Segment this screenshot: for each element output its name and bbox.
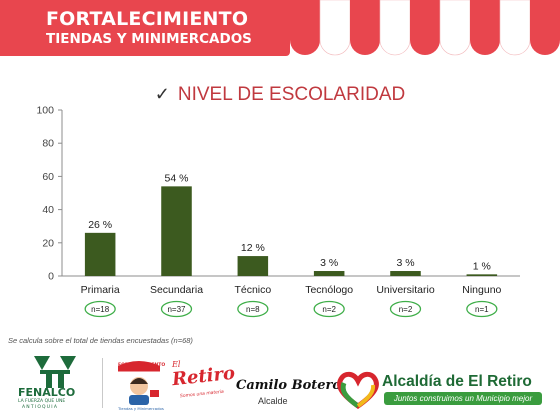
awning-stripe <box>470 0 500 55</box>
footnote: Se calcula sobre el total de tiendas enc… <box>8 336 193 345</box>
y-tick-label: 20 <box>42 237 54 249</box>
shopkeeper-icon <box>118 361 160 405</box>
bar <box>390 271 421 276</box>
fenalco-tagline: LA FUERZA QUE UNE <box>18 399 66 404</box>
checkmark-icon: ✓ <box>154 84 170 104</box>
data-label: 3 % <box>396 257 414 269</box>
chart-title-text: NIVEL DE ESCOLARIDAD <box>177 84 406 105</box>
bar <box>161 186 192 276</box>
alcaldia-name: Alcaldía de El Retiro <box>382 373 532 390</box>
count-label: n=37 <box>167 305 186 314</box>
y-tick-label: 80 <box>42 138 54 150</box>
bar-chart: 0 20 40 60 80 100 26 % 54 % 12 % 3 % 3 % 1 % Prima… <box>36 105 520 318</box>
awning-stripe <box>379 0 411 56</box>
bars <box>84 186 498 276</box>
count-oval <box>160 300 193 318</box>
count-label: n=8 <box>246 305 260 314</box>
camilo-botero-signature: Camilo Botero <box>236 378 342 393</box>
bar <box>237 256 269 276</box>
awning-stripe <box>350 0 380 55</box>
awning-stripes <box>290 0 560 56</box>
count-oval <box>313 300 345 318</box>
data-label: 3 % <box>320 257 338 269</box>
count-label: n=1 <box>475 305 489 314</box>
data-label: 54 % <box>165 172 189 184</box>
alcalde-label: Alcalde <box>258 396 288 406</box>
data-label: 1 % <box>473 260 491 272</box>
fenalco-name: FENALCO <box>18 386 76 399</box>
y-tick-label: 100 <box>36 105 54 117</box>
count-oval <box>84 300 116 318</box>
y-tick-label: 40 <box>42 204 54 216</box>
category-label: Primaria <box>81 284 120 296</box>
category-labels: Primaria Secundaria Técnico Tecnólogo Univer… <box>81 284 502 296</box>
sponsor-logos: FENALCO LA FUERZA QUE UNE ANTIOQUIA FORT… <box>0 346 560 420</box>
banner-title-line1: FORTALECIMIENTO <box>46 8 249 30</box>
fenalco-logo-icon <box>34 356 76 388</box>
bar <box>313 271 345 276</box>
header-banner: FORTALECIMIENTO TIENDAS Y MINIMERCADOS <box>0 0 560 62</box>
bar <box>84 232 116 276</box>
awning-stripe <box>410 0 440 55</box>
count-oval <box>237 300 269 318</box>
awning-stripe <box>319 0 351 56</box>
count-label: n=2 <box>399 305 413 314</box>
awning-stripe <box>439 0 471 56</box>
bar <box>466 274 498 276</box>
logo-divider <box>102 358 103 408</box>
heart-logo-icon <box>337 371 379 410</box>
awning-stripe <box>499 0 531 56</box>
awning-stripe <box>530 0 560 55</box>
y-tick-label: 60 <box>42 171 54 183</box>
chart-title: ✓ NIVEL DE ESCOLARIDAD <box>0 84 560 106</box>
retiro-el-label: El <box>172 360 181 369</box>
count-oval <box>466 300 498 318</box>
retiro-logo-text: Retiro <box>171 362 236 391</box>
category-label: Universitario <box>376 284 435 296</box>
category-label: Técnico <box>234 284 271 296</box>
data-label: 12 % <box>241 242 265 254</box>
category-label: Ninguno <box>462 284 501 296</box>
data-label: 26 % <box>88 219 112 231</box>
y-axis: 0 20 40 60 80 100 <box>36 105 520 283</box>
count-ovals: n=18 n=37 n=8 n=2 n=2 n=1 <box>84 300 498 318</box>
fortalecimiento-sub-label: Tiendas y Minimercados <box>118 406 164 411</box>
y-tick-label: 0 <box>48 271 54 283</box>
fenalco-region: ANTIOQUIA <box>22 405 59 410</box>
category-label: Secundaria <box>150 284 203 296</box>
fortalecimiento-small-label: FORTALECIMIENTO <box>118 363 166 368</box>
count-oval <box>389 300 422 318</box>
banner-title-block: FORTALECIMIENTO TIENDAS Y MINIMERCADOS <box>0 0 290 56</box>
data-labels: 26 % 54 % 12 % 3 % 3 % 1 % <box>88 172 491 272</box>
count-label: n=18 <box>91 305 110 314</box>
retiro-tagline: Somos una materia <box>179 389 225 400</box>
count-label: n=2 <box>322 305 336 314</box>
awning-stripe <box>290 0 320 55</box>
banner-title-line2: TIENDAS Y MINIMERCADOS <box>46 31 252 47</box>
category-label: Tecnólogo <box>305 284 353 296</box>
alcaldia-tagline: Juntos construimos un Municipio mejor <box>384 392 542 405</box>
